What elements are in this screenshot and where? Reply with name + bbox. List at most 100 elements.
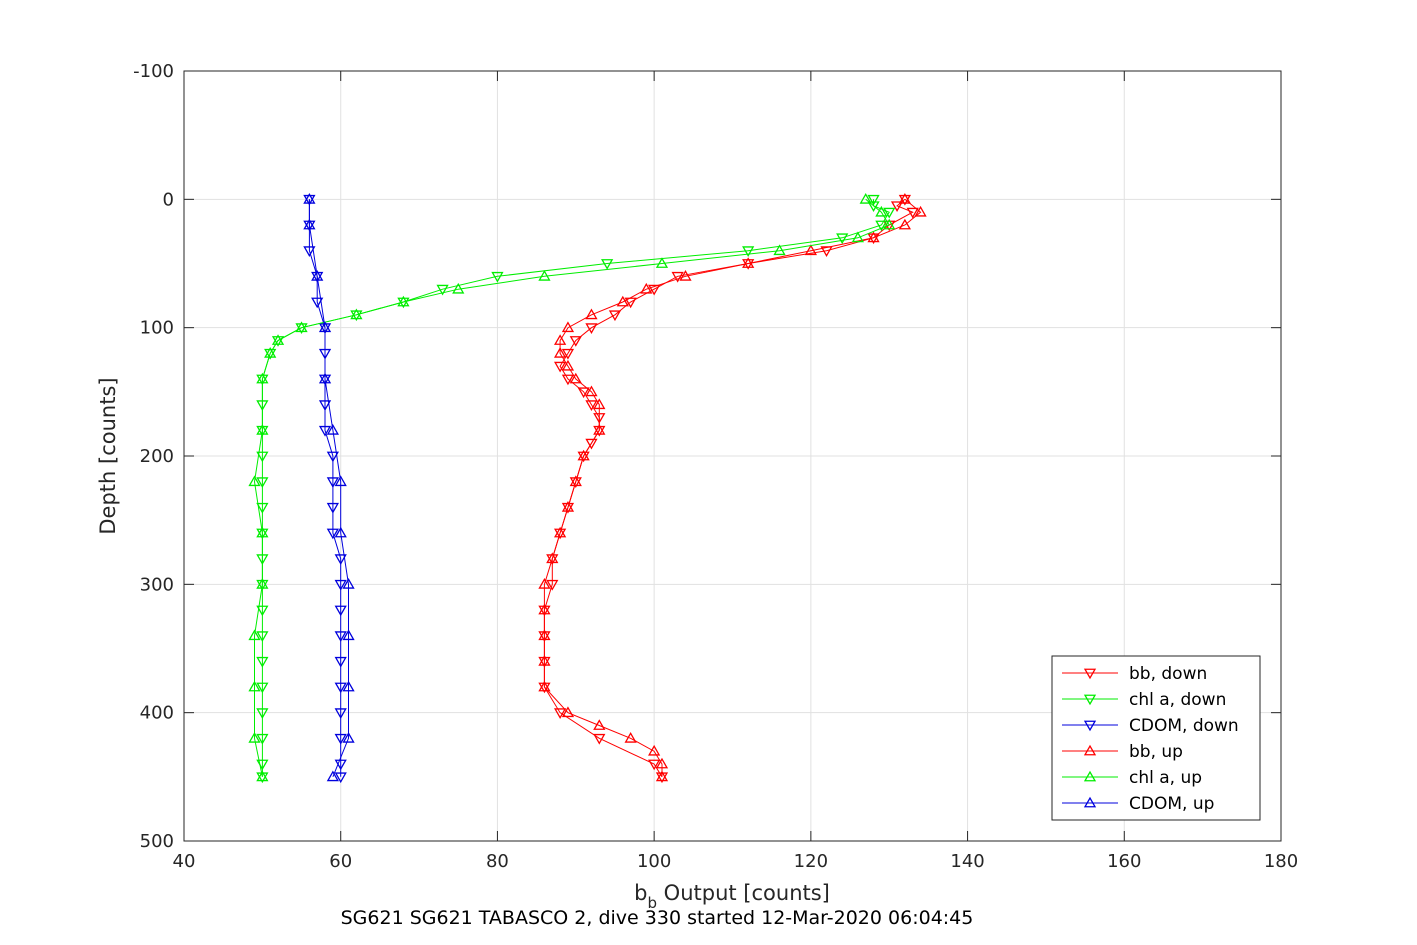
data-point xyxy=(561,374,575,386)
x-tick-label: 40 xyxy=(173,851,196,872)
data-point xyxy=(436,284,449,296)
y-tick-label: 300 xyxy=(140,574,174,595)
data-point xyxy=(593,719,606,730)
data-point xyxy=(553,708,567,719)
data-point xyxy=(585,385,598,397)
data-point xyxy=(334,631,347,642)
data-point xyxy=(342,629,355,641)
data-point xyxy=(248,629,261,641)
data-point xyxy=(553,361,567,373)
data-point xyxy=(334,733,347,745)
data-point xyxy=(271,334,285,345)
series-line xyxy=(543,198,922,777)
legend-entry: bb, down xyxy=(1062,664,1207,684)
legend-label: CDOM, up xyxy=(1129,794,1214,814)
legend-marker xyxy=(1083,770,1097,782)
series-cdom-up xyxy=(303,193,355,782)
data-point xyxy=(624,732,637,743)
data-point xyxy=(867,194,880,206)
data-point xyxy=(671,271,684,283)
data-point xyxy=(851,231,864,243)
data-point xyxy=(256,502,269,514)
x-axis-label-subscript: b xyxy=(647,894,657,912)
data-point xyxy=(311,297,324,309)
data-point xyxy=(256,682,269,694)
data-point xyxy=(303,246,316,257)
legend-box xyxy=(1051,655,1261,821)
data-point xyxy=(906,207,919,219)
x-axis-label: bb Output [counts] xyxy=(634,881,830,912)
data-point xyxy=(256,477,269,488)
data-point xyxy=(350,308,363,320)
data-point xyxy=(561,501,575,512)
data-point xyxy=(742,246,755,257)
data-point xyxy=(342,732,355,743)
data-point xyxy=(538,578,551,589)
data-point xyxy=(248,475,261,487)
data-point xyxy=(318,321,332,333)
legend-entries: bb, down chl a, down CDOM, down bb, up chl a… xyxy=(1062,664,1239,814)
x-tick-label: 100 xyxy=(637,851,671,872)
data-point xyxy=(334,656,347,668)
data-point xyxy=(256,451,269,463)
legend-label: CDOM, down xyxy=(1129,716,1239,736)
x-tick-label: 140 xyxy=(950,851,984,872)
data-point xyxy=(640,282,653,294)
data-point xyxy=(303,218,316,230)
data-point xyxy=(553,526,567,538)
data-point xyxy=(538,603,551,615)
data-point xyxy=(334,526,347,538)
data-point xyxy=(569,372,582,384)
data-point xyxy=(655,757,669,769)
data-point xyxy=(655,770,669,782)
data-point xyxy=(836,233,849,245)
legend-marker xyxy=(1083,694,1097,706)
series-chl-a-up xyxy=(248,193,896,782)
data-point xyxy=(295,321,308,333)
data-point xyxy=(655,257,669,268)
data-point xyxy=(585,438,598,450)
data-point xyxy=(256,770,269,782)
data-point xyxy=(538,680,551,692)
data-point xyxy=(569,336,582,347)
data-point xyxy=(616,295,629,307)
data-point xyxy=(561,321,575,333)
data-point xyxy=(326,528,339,540)
data-point xyxy=(648,744,661,756)
data-point xyxy=(334,475,347,487)
data-point xyxy=(577,449,590,461)
data-point xyxy=(264,347,277,358)
data-point xyxy=(593,733,606,745)
data-point xyxy=(890,201,904,213)
data-point xyxy=(334,682,347,694)
data-point xyxy=(742,257,755,268)
data-point xyxy=(883,207,896,219)
data-point xyxy=(342,578,355,589)
data-point xyxy=(256,708,269,719)
data-point xyxy=(593,398,606,410)
y-axis-label: Depth [counts] xyxy=(96,377,120,534)
data-point xyxy=(256,424,269,435)
data-point xyxy=(585,323,598,334)
data-point xyxy=(820,246,833,257)
data-point xyxy=(334,554,347,565)
data-point xyxy=(256,605,269,617)
legend-label: chl a, down xyxy=(1129,690,1226,710)
data-point xyxy=(546,552,559,564)
chart-caption: SG621 SG621 TABASCO 2, dive 330 started … xyxy=(341,907,974,929)
data-point xyxy=(397,295,410,307)
data-point xyxy=(898,218,912,230)
x-tick-label: 160 xyxy=(1107,851,1141,872)
data-point xyxy=(875,205,888,217)
data-point xyxy=(256,526,269,538)
data-point xyxy=(648,284,661,296)
data-point xyxy=(883,218,896,230)
y-tick-label: 0 xyxy=(163,189,174,210)
data-point xyxy=(914,205,927,217)
legend-entry: bb, up xyxy=(1062,742,1183,762)
data-point xyxy=(311,270,324,281)
x-tick-label: 60 xyxy=(329,851,352,872)
data-point xyxy=(256,578,269,589)
legend-marker xyxy=(1083,668,1097,680)
